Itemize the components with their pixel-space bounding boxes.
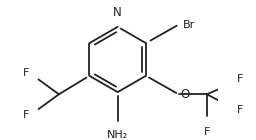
Text: N: N [113, 6, 122, 19]
Text: F: F [23, 68, 30, 78]
Text: F: F [23, 110, 30, 120]
Text: F: F [204, 127, 210, 137]
Text: F: F [237, 105, 243, 115]
Text: F: F [237, 74, 243, 84]
Text: Br: Br [183, 20, 195, 30]
Text: O: O [181, 88, 190, 101]
Text: NH₂: NH₂ [107, 130, 128, 140]
